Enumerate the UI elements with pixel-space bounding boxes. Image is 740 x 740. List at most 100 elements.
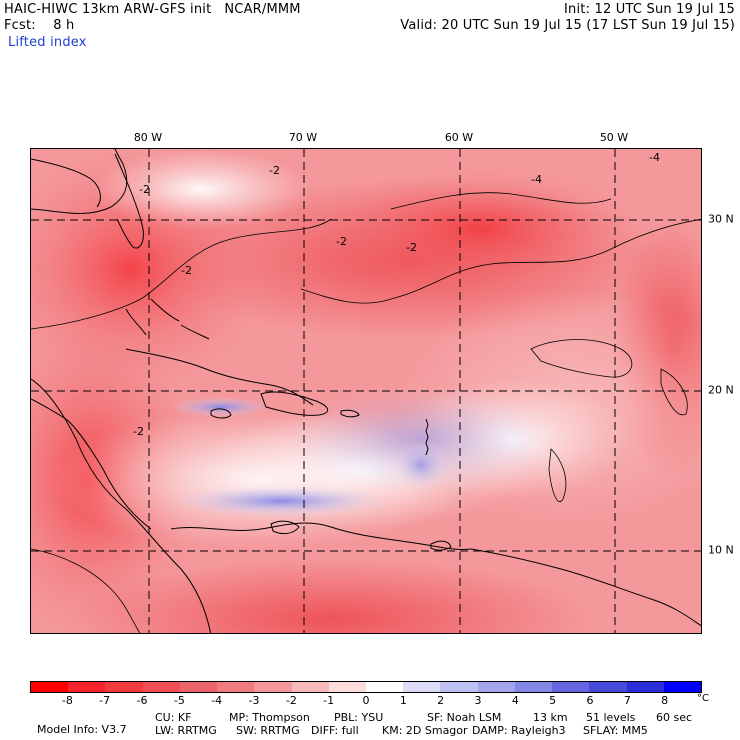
colorbar-tick-label: -4 <box>211 694 223 707</box>
contour-label: -2 <box>133 425 144 438</box>
contour-minus2-a <box>31 218 332 330</box>
footer-sf: SF: Noah LSM <box>427 712 501 724</box>
colorbar-tick-label: 3 <box>474 694 482 707</box>
footer-mp: MP: Thompson <box>229 712 310 724</box>
trinidad <box>430 540 452 551</box>
colorbar-swatch <box>626 682 664 692</box>
map-panel[interactable]: -2 -2 -2 -2 -4 -4 -2 -2 <box>30 148 702 634</box>
contour-label: -2 <box>406 241 417 254</box>
footer-sflay: SFLAY: MM5 <box>583 725 648 737</box>
cuba <box>125 348 314 406</box>
lon-label-60w: 60 W <box>444 131 474 144</box>
blue-band-southern-caribbean <box>171 485 391 517</box>
lat-label-30n: 30 N <box>708 212 734 226</box>
colorbar-tick-label: -1 <box>323 694 335 707</box>
gulf-coast <box>31 158 101 208</box>
pbl-info: PBL: YSU <box>334 711 384 724</box>
contour-minus2-e <box>548 448 567 502</box>
blue-band-greater-antilles <box>171 397 271 417</box>
bahamas <box>125 298 210 340</box>
mp-info: MP: Thompson <box>229 711 310 724</box>
colorbar-swatch <box>217 682 255 692</box>
blue-region-eastern-caribbean <box>281 384 561 494</box>
footer-res: 13 km <box>533 712 568 724</box>
colorbar-tick-label: 5 <box>549 694 557 707</box>
footer-line-1: Model Info: V3.7 <box>30 712 127 736</box>
colorbar-swatch <box>291 682 329 692</box>
cu-info: CU: KF <box>155 711 192 724</box>
lon-label-70w: 70 W <box>288 131 318 144</box>
hispaniola <box>260 391 329 416</box>
colorbar-tick-label: -2 <box>285 694 297 707</box>
blue-spot-central-caribbean <box>393 441 449 489</box>
damp-info: DAMP: Rayleigh3 <box>472 724 566 737</box>
coastlines <box>31 149 701 633</box>
lat-label-10n: 10 N <box>708 543 734 557</box>
contour-labels: -2 -2 -2 -2 -4 -4 -2 -2 <box>133 151 660 438</box>
neutral-region-north <box>91 149 311 229</box>
lw-info: LW: RRTMG <box>155 724 217 737</box>
contour-label: -2 <box>181 264 192 277</box>
florida-peninsula <box>114 153 144 249</box>
colorbar-swatch <box>142 682 180 692</box>
colorbar-swatch <box>403 682 441 692</box>
colorbar-swatch <box>514 682 553 692</box>
colorbar-tick-label: 6 <box>586 694 594 707</box>
colorbar-tick-label: 0 <box>362 694 370 707</box>
footer-cu: CU: KF <box>155 712 191 724</box>
maracaibo <box>270 520 300 535</box>
colorbar-swatch <box>254 682 292 692</box>
colorbar-swatch <box>328 682 366 692</box>
contour-label: -2 <box>269 164 280 177</box>
model-info: Model Info: V3.7 <box>37 723 127 736</box>
lat-label-20n: 20 N <box>708 383 734 397</box>
guianas-coast <box>470 548 701 627</box>
colorbar-swatch <box>68 682 106 692</box>
colorbar-swatch <box>365 682 404 692</box>
diff-info: DIFF: full <box>311 724 359 737</box>
footer-sw: SW: RRTMG <box>236 725 300 737</box>
contour-minus2-f <box>660 368 688 416</box>
footer-diff: DIFF: full <box>311 725 359 737</box>
sf-info: SF: Noah LSM <box>427 711 502 724</box>
red-region-south-america <box>71 559 591 633</box>
jamaica <box>210 408 232 419</box>
levels-info: 51 levels <box>586 711 636 724</box>
contour-label: -2 <box>336 235 347 248</box>
forecast-hour: Fcst: 8 h <box>4 18 75 33</box>
puerto-rico <box>340 409 360 418</box>
contour-minus2-b <box>300 218 701 304</box>
colorbar-tick-label: -7 <box>99 694 111 707</box>
colorbar-tick-label: 8 <box>661 694 669 707</box>
lon-label-50w: 50 W <box>599 131 629 144</box>
colorbar-tick-label: 2 <box>437 694 445 707</box>
us-southeast-coast <box>31 149 128 214</box>
footer-damp: DAMP: Rayleigh3 <box>472 725 566 737</box>
colorbar-swatch <box>589 682 627 692</box>
footer-timestep: 60 sec <box>656 712 692 724</box>
contour-minus2-d <box>530 339 633 378</box>
footer-lw: LW: RRTMG <box>155 725 217 737</box>
valid-time: Valid: 20 UTC Sun 19 Jul 15 (17 LST Sun … <box>400 18 735 33</box>
contour-minus4 <box>390 192 612 210</box>
colorbar-tick-label: 7 <box>623 694 631 707</box>
contour-label: -2 <box>139 183 150 196</box>
red-core-north-atlantic <box>321 169 641 289</box>
contours <box>31 192 701 633</box>
field-name: Lifted index <box>8 35 87 50</box>
colorbar-swatch <box>663 682 701 692</box>
model-title: HAIC-HIWC 13km ARW-GFS init NCAR/MMM <box>4 2 301 17</box>
lesser-antilles-arc <box>425 418 429 456</box>
colorbar-swatch <box>477 682 515 692</box>
sflay-info: SFLAY: MM5 <box>583 724 648 737</box>
colorbar-swatch <box>105 682 143 692</box>
colorbar-tick-label: 4 <box>511 694 519 707</box>
init-time: Init: 12 UTC Sun 19 Jul 15 <box>564 2 735 17</box>
km-info: KM: 2D Smagor <box>382 724 468 737</box>
central-america-east-coast <box>31 398 152 530</box>
colorbar-tick-label: -8 <box>61 694 73 707</box>
contour-label: -4 <box>531 173 542 186</box>
colorbar-unit: °C <box>697 693 709 704</box>
footer-pbl: PBL: YSU <box>334 712 383 724</box>
colorbar-swatch <box>440 682 478 692</box>
